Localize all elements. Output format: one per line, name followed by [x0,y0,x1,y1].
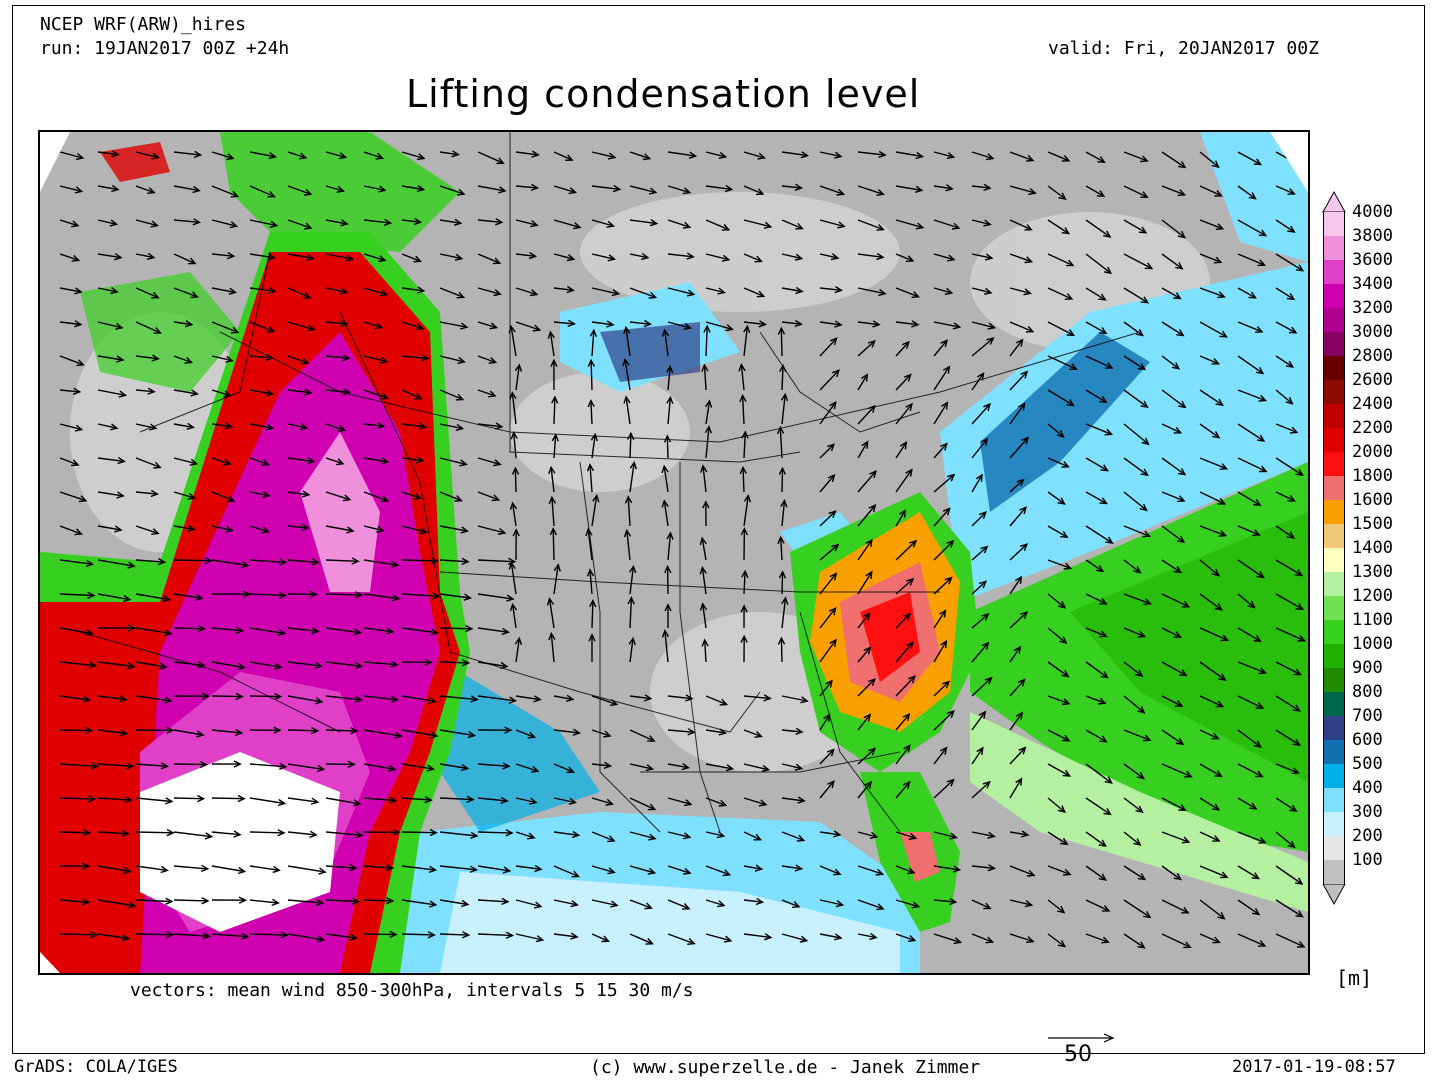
legend-swatch [1323,740,1345,764]
legend-swatch [1323,644,1345,668]
legend-label: 1400 [1352,538,1393,558]
legend-swatch [1323,236,1345,260]
legend-swatch [1323,212,1345,236]
model-name: NCEP WRF(ARW)_hires [40,14,246,35]
legend-unit: [m] [1336,966,1373,990]
legend-label: 2600 [1352,370,1393,390]
legend-swatch [1323,308,1345,332]
run-time: run: 19JAN2017 00Z +24h [40,38,290,59]
figure-frame [12,5,1425,1054]
legend-swatch [1323,836,1345,860]
vectors-note: vectors: mean wind 850-300hPa, intervals… [130,980,694,1001]
legend-swatch [1323,860,1345,884]
reference-arrow-icon [1048,1033,1115,1043]
color-legend: 4000 3800 3600 3400 3200 3000 2800 2600 2400 2200… [1320,190,1430,906]
weather-map [38,130,1310,975]
legend-swatch [1323,596,1345,620]
legend-label: 3800 [1352,226,1393,246]
legend-swatch [1323,404,1345,428]
legend-label: 2800 [1352,346,1393,366]
legend-swatch [1323,428,1345,452]
legend-label: 4000 [1352,202,1393,222]
legend-label: 300 [1352,802,1383,822]
legend-label: 1200 [1352,586,1393,606]
legend-swatch [1323,620,1345,644]
legend-label: 1600 [1352,490,1393,510]
legend-swatch [1323,764,1345,788]
legend-label: 800 [1352,682,1383,702]
legend-label: 3000 [1352,322,1393,342]
grads-credit: GrADS: COLA/IGES [14,1057,178,1077]
legend-label: 700 [1352,706,1383,726]
legend-label: 1000 [1352,634,1393,654]
legend-label: 400 [1352,778,1383,798]
legend-swatch [1323,812,1345,836]
legend-swatch [1323,332,1345,356]
legend-swatch [1323,788,1345,812]
legend-label: 3600 [1352,250,1393,270]
legend-label: 1800 [1352,466,1393,486]
legend-label: 2000 [1352,442,1393,462]
legend-label: 3400 [1352,274,1393,294]
render-timestamp: 2017-01-19-08:57 [1232,1057,1396,1077]
legend-label: 2400 [1352,394,1393,414]
legend-label: 1500 [1352,514,1393,534]
legend-swatch [1323,572,1345,596]
map-title: Lifting condensation level [406,72,921,116]
legend-swatch [1323,452,1345,476]
legend-swatch [1323,500,1345,524]
legend-swatch [1323,476,1345,500]
legend-swatch [1323,380,1345,404]
legend-swatch [1323,356,1345,380]
legend-label: 1100 [1352,610,1393,630]
legend-bottom-arrow-icon [1322,884,1346,906]
legend-label: 900 [1352,658,1383,678]
legend-label: 500 [1352,754,1383,774]
legend-label: 600 [1352,730,1383,750]
legend-label: 200 [1352,826,1383,846]
legend-label: 3200 [1352,298,1393,318]
source-credit: (c) www.superzelle.de - Janek Zimmer [590,1057,981,1078]
legend-swatch [1323,668,1345,692]
legend-swatch [1323,548,1345,572]
legend-swatch [1323,284,1345,308]
wind-vector-field [59,150,1306,949]
legend-swatch [1323,716,1345,740]
reference-vector-label: 50 [1064,1042,1092,1067]
legend-top-arrow-icon [1322,190,1346,213]
legend-swatch [1323,692,1345,716]
legend-swatch [1323,524,1345,548]
legend-swatch [1323,260,1345,284]
legend-label: 1300 [1352,562,1393,582]
legend-label: 2200 [1352,418,1393,438]
valid-time: valid: Fri, 20JAN2017 00Z [1048,38,1319,59]
legend-label: 100 [1352,850,1383,870]
